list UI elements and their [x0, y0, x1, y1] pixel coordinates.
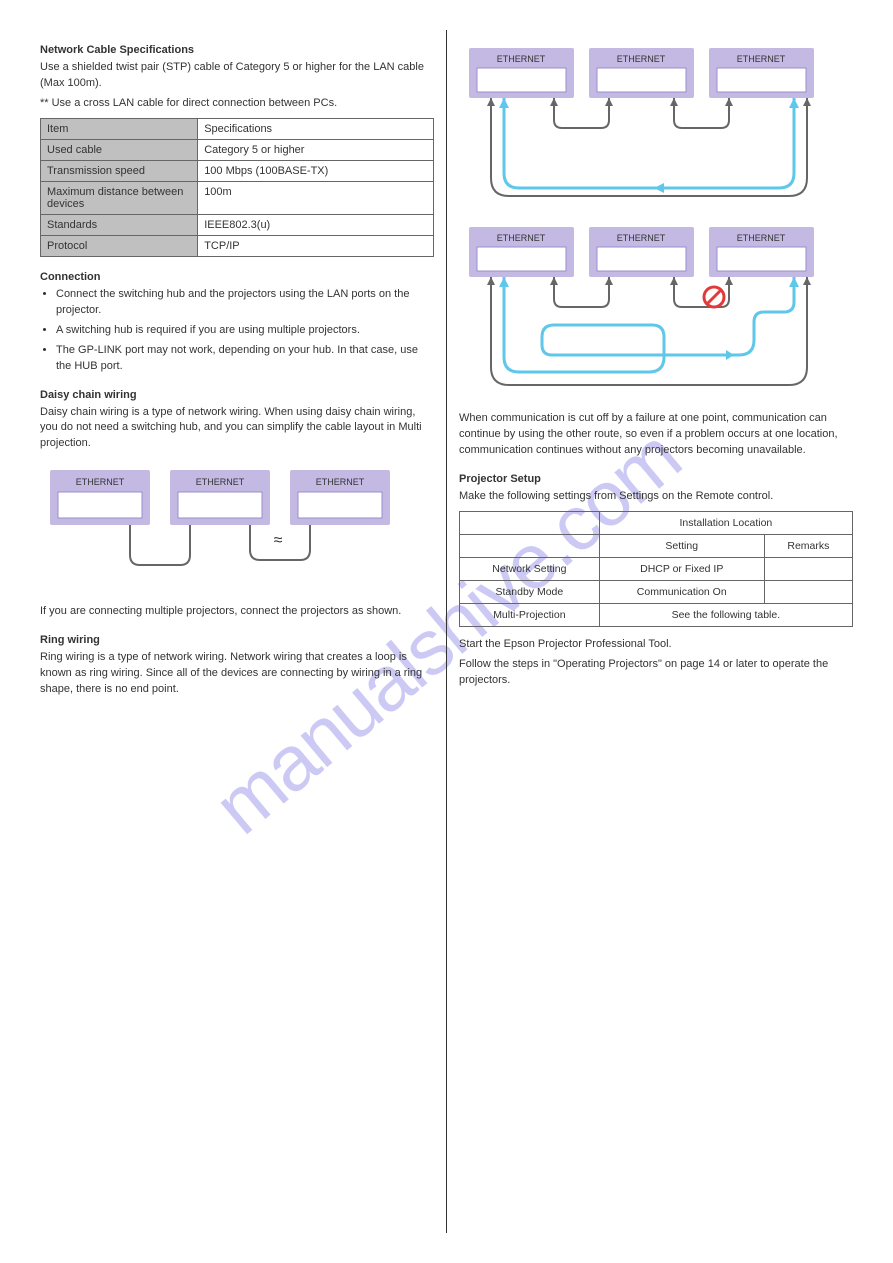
subhead-cable-spec: Network Cable Specifications: [40, 44, 434, 56]
svg-text:ETHERNET: ETHERNET: [497, 54, 546, 64]
subhead-projector-setup: Projector Setup: [459, 473, 853, 485]
st-r0c0: [460, 511, 600, 534]
spec-row-proto-v: TCP/IP: [198, 235, 434, 256]
spec-row-speed-v: 100 Mbps (100BASE-TX): [198, 160, 434, 181]
st-r2c2: [764, 557, 852, 580]
svg-text:ETHERNET: ETHERNET: [316, 477, 365, 487]
st-r0c1: Installation Location: [599, 511, 852, 534]
subhead-connection: Connection: [40, 271, 434, 283]
setup-p1: Make the following settings from Setting…: [459, 489, 853, 505]
setup-p2: Start the Epson Projector Professional T…: [459, 637, 853, 653]
left-column: Network Cable Specifications Use a shiel…: [40, 30, 447, 1233]
spec-row-dist-v: 100m: [198, 181, 434, 214]
setup-table: Installation Location Setting Remarks Ne…: [459, 511, 853, 627]
st-r3c1: Communication On: [599, 580, 764, 603]
st-r3c0: Standby Mode: [460, 580, 600, 603]
daisy-p1: Daisy chain wiring is a type of network …: [40, 405, 434, 453]
st-r3c2: [764, 580, 852, 603]
connection-list: Connect the switching hub and the projec…: [40, 287, 434, 375]
spec-table: ItemSpecifications Used cableCategory 5 …: [40, 118, 434, 257]
right-column: ETHERNET ETHERNET ETHERNET: [447, 30, 853, 1233]
st-r1c0: [460, 534, 600, 557]
spec-th-spec: Specifications: [198, 118, 434, 139]
spec-row-cable-k: Used cable: [41, 139, 198, 160]
svg-text:ETHERNET: ETHERNET: [737, 233, 786, 243]
cable-spec-p1: Use a shielded twist pair (STP) cable of…: [40, 60, 434, 92]
spec-th-item: Item: [41, 118, 198, 139]
conn-li-2: A switching hub is required if you are u…: [56, 323, 434, 339]
daisy-p2: If you are connecting multiple projector…: [40, 604, 434, 620]
st-r1c1: Setting: [599, 534, 764, 557]
ring-p1: Ring wiring is a type of network wiring.…: [40, 650, 434, 698]
spec-row-cable-v: Category 5 or higher: [198, 139, 434, 160]
svg-text:≈: ≈: [274, 532, 283, 549]
st-r4c1: See the following table.: [599, 603, 852, 626]
spec-row-std-k: Standards: [41, 214, 198, 235]
spec-row-dist-k: Maximum distance between devices: [41, 181, 198, 214]
st-r4c0: Multi-Projection: [460, 603, 600, 626]
svg-text:ETHERNET: ETHERNET: [196, 477, 245, 487]
svg-text:ETHERNET: ETHERNET: [617, 233, 666, 243]
ring-diagram-2: ETHERNET ETHERNET ETHERNET: [459, 217, 853, 397]
ring-diagram-1: ETHERNET ETHERNET ETHERNET: [459, 38, 853, 203]
ring-explain: When communication is cut off by a failu…: [459, 411, 853, 459]
svg-text:ETHERNET: ETHERNET: [617, 54, 666, 64]
cable-spec-p2: ** Use a cross LAN cable for direct conn…: [40, 96, 434, 112]
st-r1c2: Remarks: [764, 534, 852, 557]
spec-row-std-v: IEEE802.3(u): [198, 214, 434, 235]
daisy-diagram: ETHERNET ETHERNET ETHERNET ≈: [40, 460, 434, 590]
setup-p3: Follow the steps in "Operating Projector…: [459, 657, 853, 689]
svg-text:ETHERNET: ETHERNET: [497, 233, 546, 243]
subhead-ring: Ring wiring: [40, 634, 434, 646]
svg-text:ETHERNET: ETHERNET: [76, 477, 125, 487]
subhead-daisy: Daisy chain wiring: [40, 389, 434, 401]
svg-text:ETHERNET: ETHERNET: [737, 54, 786, 64]
conn-li-3: The GP-LINK port may not work, depending…: [56, 343, 434, 375]
spec-row-proto-k: Protocol: [41, 235, 198, 256]
st-r2c0: Network Setting: [460, 557, 600, 580]
conn-li-1: Connect the switching hub and the projec…: [56, 287, 434, 319]
spec-row-speed-k: Transmission speed: [41, 160, 198, 181]
st-r2c1: DHCP or Fixed IP: [599, 557, 764, 580]
